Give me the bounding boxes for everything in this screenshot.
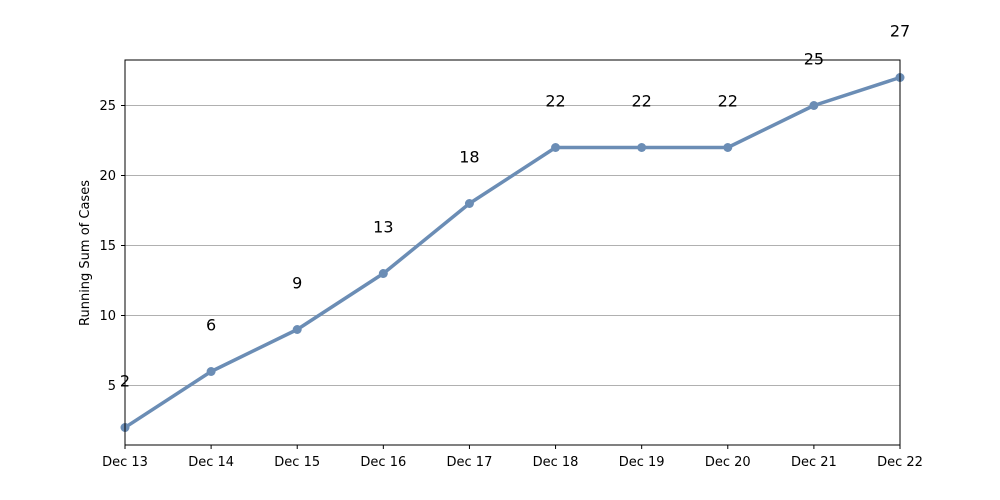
data-point (637, 143, 647, 152)
x-tick-label: Dec 18 (533, 455, 579, 470)
data-point (723, 143, 733, 152)
x-tick-label: Dec 20 (705, 455, 751, 470)
x-tick-label: Dec 17 (447, 455, 493, 470)
series-line (123, 75, 902, 430)
data-label: 22 (718, 92, 738, 111)
series-layer (120, 73, 905, 432)
y-tick-label: 5 (108, 379, 116, 394)
data-label: 18 (459, 148, 479, 167)
x-tick-label: Dec 21 (791, 455, 837, 470)
x-tick-label: Dec 13 (102, 455, 148, 470)
x-tick-label: Dec 22 (877, 455, 923, 470)
data-label: 27 (890, 22, 910, 41)
data-label: 13 (373, 218, 393, 237)
data-label: 6 (206, 316, 216, 335)
data-point (206, 367, 216, 376)
x-tick-label: Dec 19 (619, 455, 665, 470)
data-point (464, 199, 474, 208)
data-point (809, 101, 819, 110)
x-tick-label: Dec 14 (188, 455, 234, 470)
plot-area-frame (124, 59, 901, 446)
y-tick-label: 25 (99, 99, 116, 114)
x-tick-label: Dec 15 (274, 455, 320, 470)
y-tick-label: 10 (99, 309, 116, 324)
y-tick-label: 20 (99, 169, 116, 184)
y-gridlines (125, 105, 900, 386)
data-label: 22 (545, 92, 565, 111)
data-label: 22 (631, 92, 651, 111)
y-tick-label: 15 (99, 239, 116, 254)
x-axis-ticks: Dec 13 Dec 14 Dec 15 Dec 16 Dec 17 Dec 18 Dec … (102, 445, 923, 470)
data-point (378, 269, 388, 278)
x-tick-label: Dec 16 (360, 455, 406, 470)
data-label: 25 (804, 50, 824, 69)
y-axis-label: Running Sum of Cases (78, 180, 93, 326)
data-point (292, 325, 302, 334)
data-point (551, 143, 561, 152)
data-label: 9 (292, 274, 302, 293)
y-axis-ticks: 5 10 15 20 25 (99, 99, 125, 394)
